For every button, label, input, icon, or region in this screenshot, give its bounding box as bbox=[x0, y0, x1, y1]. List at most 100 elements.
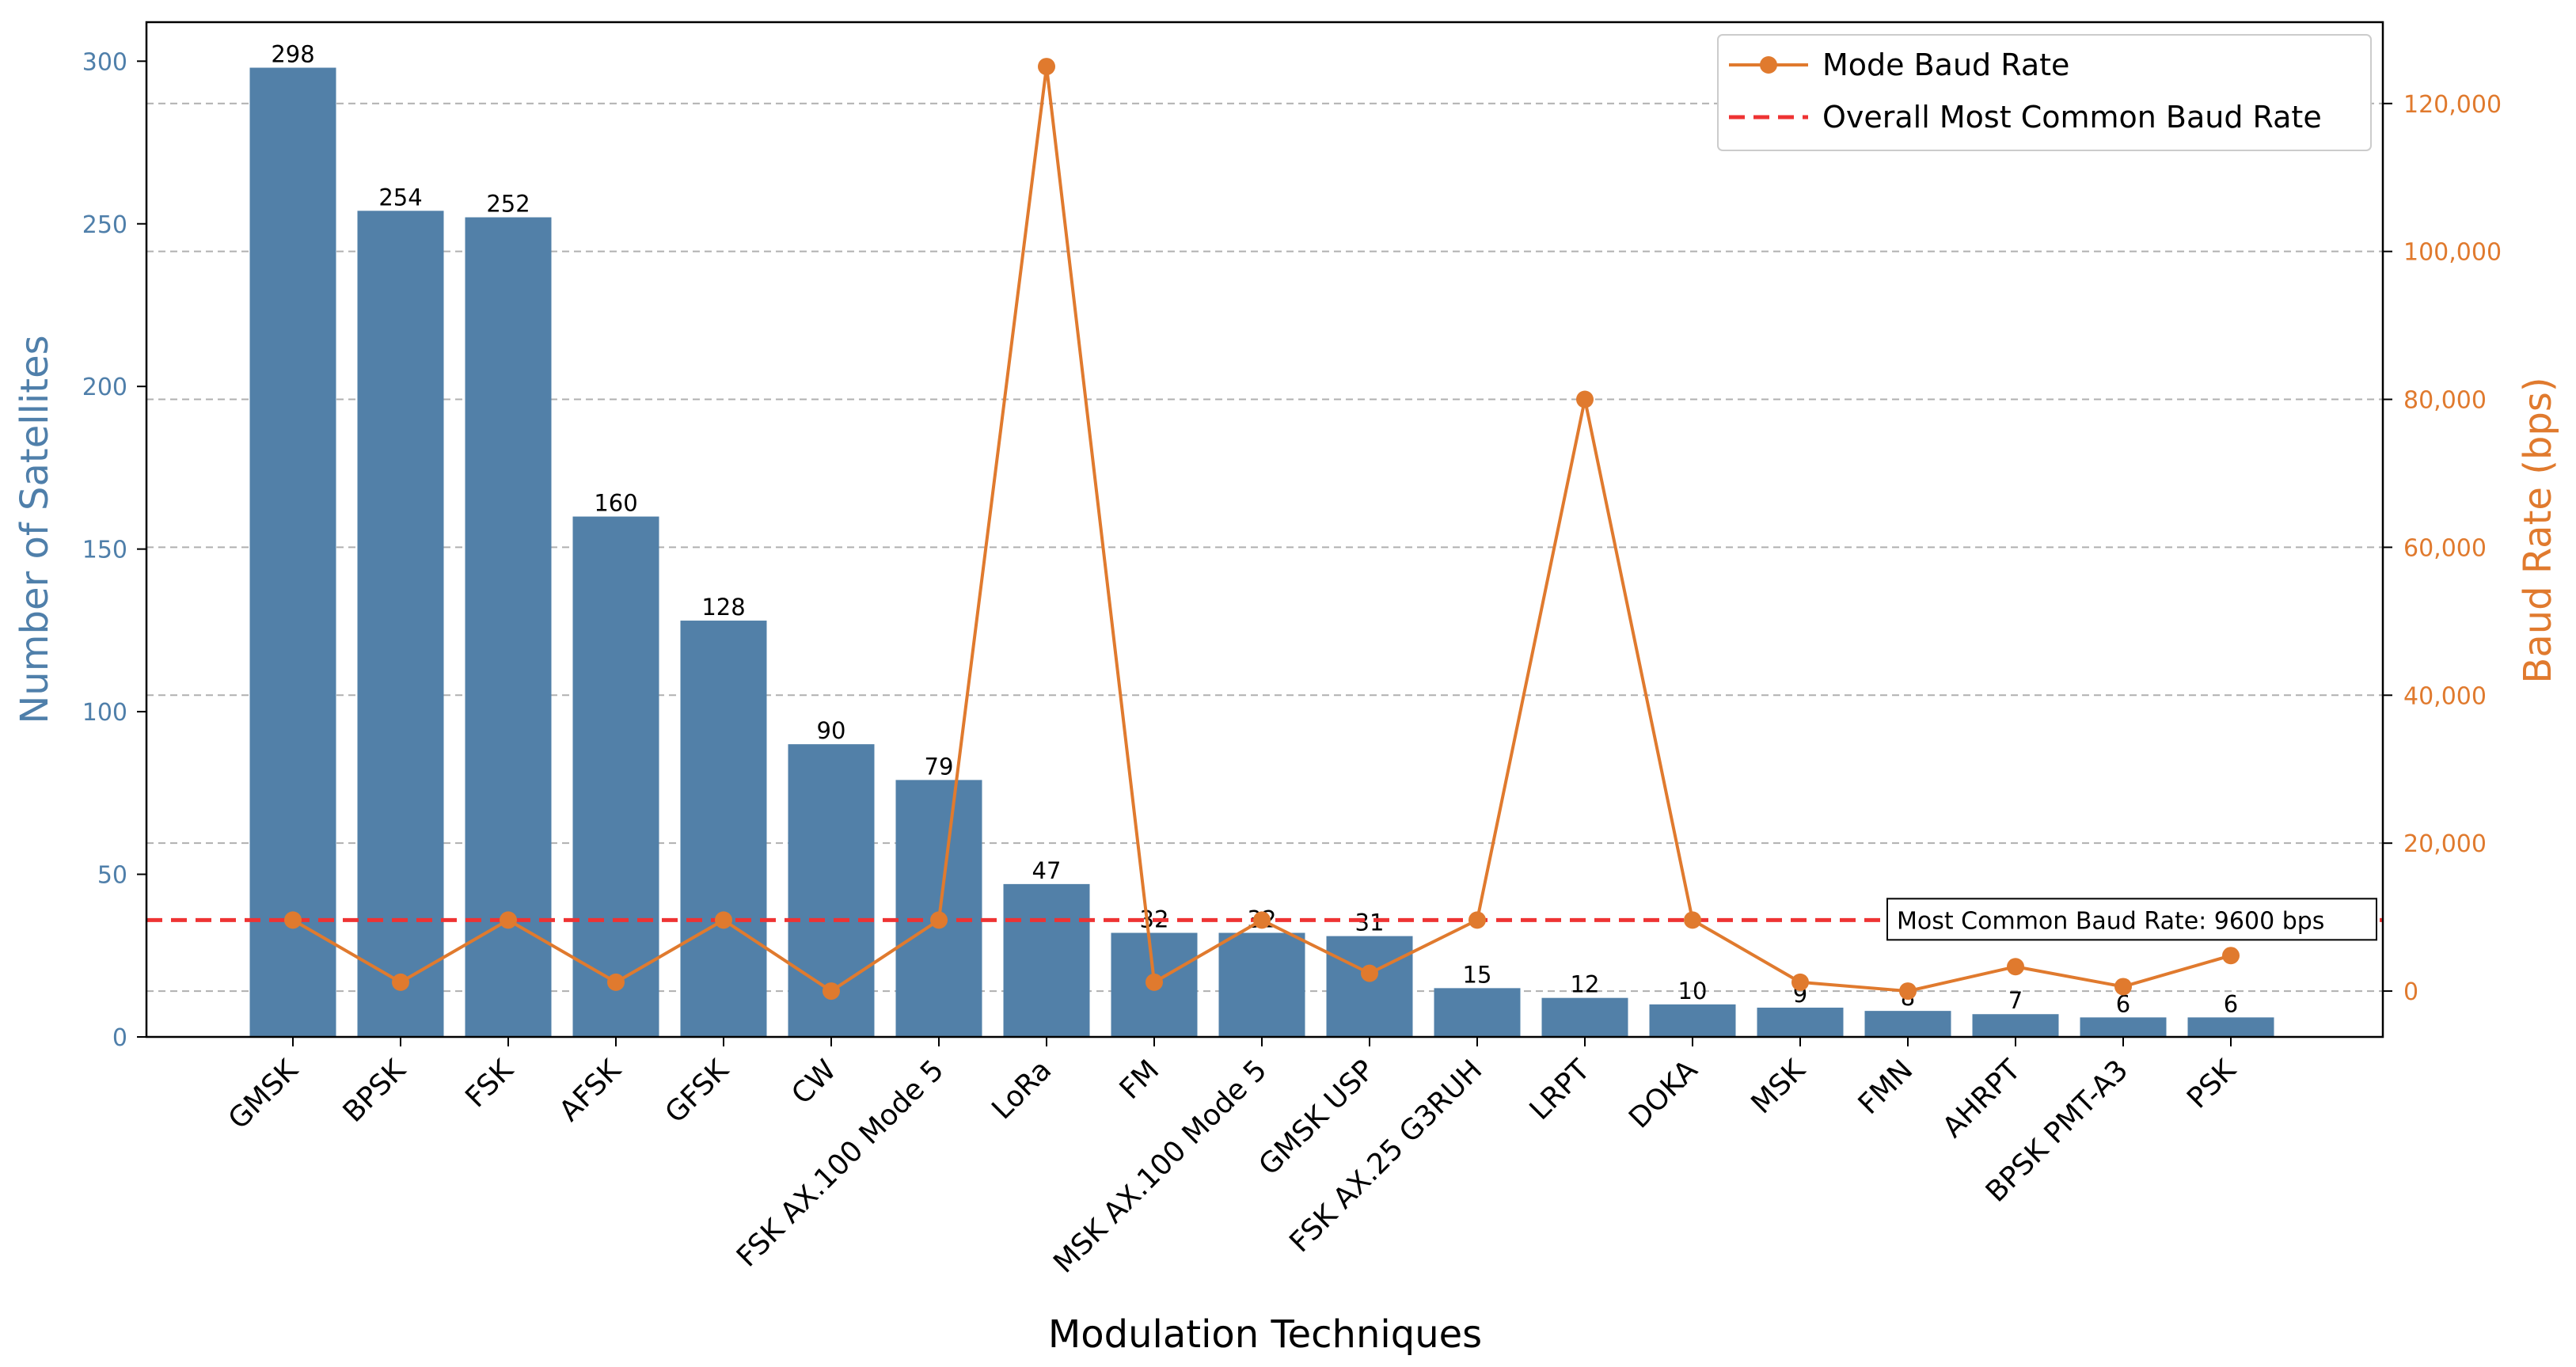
baud-point-3 bbox=[607, 973, 625, 991]
baud-point-10 bbox=[1361, 964, 1378, 982]
x-tick-label-4: GFSK bbox=[659, 1053, 736, 1130]
bars bbox=[249, 67, 2274, 1038]
most-common-annotation: Most Common Baud Rate: 9600 bps bbox=[1886, 898, 2377, 941]
right-tick-label-2: 40,000 bbox=[2403, 682, 2487, 710]
mode-baud-rate-line bbox=[284, 58, 2240, 1001]
x-tick-label-14: MSK bbox=[1746, 1053, 1813, 1120]
bar-value-label-5: 90 bbox=[817, 717, 846, 744]
bar-value-label-7: 47 bbox=[1032, 857, 1062, 884]
right-tick-label-3: 60,000 bbox=[2403, 534, 2487, 562]
bar-value-label-17: 6 bbox=[2116, 990, 2130, 1017]
bar-2 bbox=[465, 217, 552, 1037]
legend: Mode Baud Rate Overall Most Common Baud … bbox=[1717, 34, 2372, 151]
left-tick-label-5: 250 bbox=[82, 211, 127, 239]
x-tick-label-9: MSK AX.100 Mode 5 bbox=[1047, 1054, 1273, 1279]
left-tick-label-1: 50 bbox=[97, 862, 127, 890]
baud-point-1 bbox=[392, 973, 409, 991]
right-axis-title: Baud Rate (bps) bbox=[2516, 377, 2560, 683]
left-tick-label-3: 150 bbox=[82, 537, 127, 564]
bar-12 bbox=[1541, 997, 1628, 1037]
baud-point-9 bbox=[1253, 911, 1271, 929]
baud-point-2 bbox=[500, 911, 517, 929]
bar-3 bbox=[572, 516, 659, 1037]
x-tick-label-3: AFSK bbox=[553, 1053, 628, 1127]
baud-point-7 bbox=[1038, 58, 1055, 76]
bar-13 bbox=[1649, 1004, 1736, 1037]
bar-16 bbox=[1972, 1014, 2059, 1037]
bar-value-labels: 29825425216012890794732323115121098766 bbox=[271, 41, 2238, 1018]
x-tick-label-16: AHRPT bbox=[1936, 1054, 2027, 1145]
bar-value-label-12: 12 bbox=[1571, 971, 1600, 998]
baud-point-16 bbox=[2007, 958, 2024, 976]
bar-value-label-0: 298 bbox=[271, 41, 314, 68]
x-tick-label-18: PSK bbox=[2181, 1053, 2243, 1114]
x-tick-label-13: DOKA bbox=[1623, 1054, 1704, 1135]
baud-point-6 bbox=[930, 911, 948, 929]
x-tick-label-15: FMN bbox=[1852, 1054, 1920, 1121]
bar-value-label-1: 254 bbox=[378, 184, 422, 211]
legend-label-mode-baud: Mode Baud Rate bbox=[1822, 47, 2069, 82]
bar-0 bbox=[249, 67, 336, 1038]
x-tick-label-11: FSK AX.25 G3RUH bbox=[1283, 1054, 1488, 1259]
bar-value-label-11: 15 bbox=[1463, 961, 1492, 988]
bar-value-label-2: 252 bbox=[486, 191, 530, 218]
bar-18 bbox=[2187, 1017, 2274, 1037]
baud-point-0 bbox=[284, 911, 302, 929]
baud-point-18 bbox=[2222, 947, 2240, 965]
right-axis: 0 20,000 40,000 60,000 80,000 100,000 120,000 bbox=[2383, 91, 2502, 1006]
left-tick-label-6: 300 bbox=[82, 48, 127, 76]
baud-point-14 bbox=[1791, 973, 1809, 991]
legend-marker-swatch bbox=[1760, 56, 1777, 74]
bar-value-label-6: 79 bbox=[925, 753, 954, 780]
bar-10 bbox=[1326, 936, 1413, 1037]
bar-4 bbox=[680, 621, 767, 1037]
baud-point-8 bbox=[1146, 973, 1163, 991]
bar-value-label-16: 7 bbox=[2008, 987, 2023, 1014]
bar-value-label-18: 6 bbox=[2224, 990, 2238, 1017]
right-tick-label-5: 100,000 bbox=[2403, 239, 2502, 267]
right-tick-label-1: 20,000 bbox=[2403, 830, 2487, 858]
left-tick-label-4: 200 bbox=[82, 374, 127, 401]
bar-17 bbox=[2080, 1017, 2167, 1037]
bar-9 bbox=[1218, 932, 1305, 1037]
bar-value-label-4: 128 bbox=[701, 594, 745, 621]
bar-1 bbox=[357, 211, 444, 1037]
baud-point-4 bbox=[715, 911, 732, 929]
x-tick-label-6: FSK AX.100 Mode 5 bbox=[731, 1054, 950, 1273]
baud-point-15 bbox=[1899, 982, 1917, 1001]
bar-value-label-3: 160 bbox=[594, 490, 637, 517]
bar-11 bbox=[1434, 988, 1521, 1037]
x-axis-title: Modulation Techniques bbox=[1048, 1312, 1482, 1357]
baud-point-13 bbox=[1684, 911, 1701, 929]
legend-box bbox=[1717, 34, 2372, 151]
left-tick-label-0: 0 bbox=[112, 1024, 127, 1052]
x-tick-label-1: BPSK bbox=[337, 1053, 413, 1129]
bar-value-label-10: 31 bbox=[1355, 909, 1385, 936]
right-tick-label-6: 120,000 bbox=[2403, 91, 2502, 119]
x-tick-label-5: CW bbox=[785, 1054, 842, 1111]
plot-frame bbox=[145, 21, 2384, 1039]
bar-7 bbox=[1003, 883, 1090, 1037]
left-axis: 0 50 100 150 200 250 300 bbox=[82, 48, 146, 1052]
x-tick-label-0: GMSK bbox=[222, 1053, 306, 1136]
right-tick-label-0: 0 bbox=[2403, 978, 2418, 1006]
x-tick-label-12: LRPT bbox=[1524, 1054, 1597, 1126]
left-axis-title: Number of Satellites bbox=[13, 335, 57, 723]
x-tick-label-8: FM bbox=[1114, 1054, 1166, 1106]
right-tick-label-4: 80,000 bbox=[2403, 387, 2487, 415]
x-tick-label-2: FSK bbox=[459, 1053, 520, 1114]
baud-point-17 bbox=[2114, 978, 2132, 996]
baud-point-11 bbox=[1468, 911, 1486, 929]
baud-point-12 bbox=[1576, 390, 1594, 408]
x-tick-label-7: LoRa bbox=[986, 1054, 1058, 1126]
annotation-box bbox=[1886, 898, 2377, 941]
baud-point-5 bbox=[823, 982, 840, 1001]
annotation-text: Most Common Baud Rate: 9600 bps bbox=[1897, 907, 2324, 935]
bar-15 bbox=[1864, 1011, 1951, 1037]
left-tick-label-2: 100 bbox=[82, 699, 127, 727]
bar-14 bbox=[1757, 1008, 1844, 1037]
legend-label-overall-common: Overall Most Common Baud Rate bbox=[1822, 100, 2322, 135]
bar-value-label-13: 10 bbox=[1678, 978, 1708, 1004]
